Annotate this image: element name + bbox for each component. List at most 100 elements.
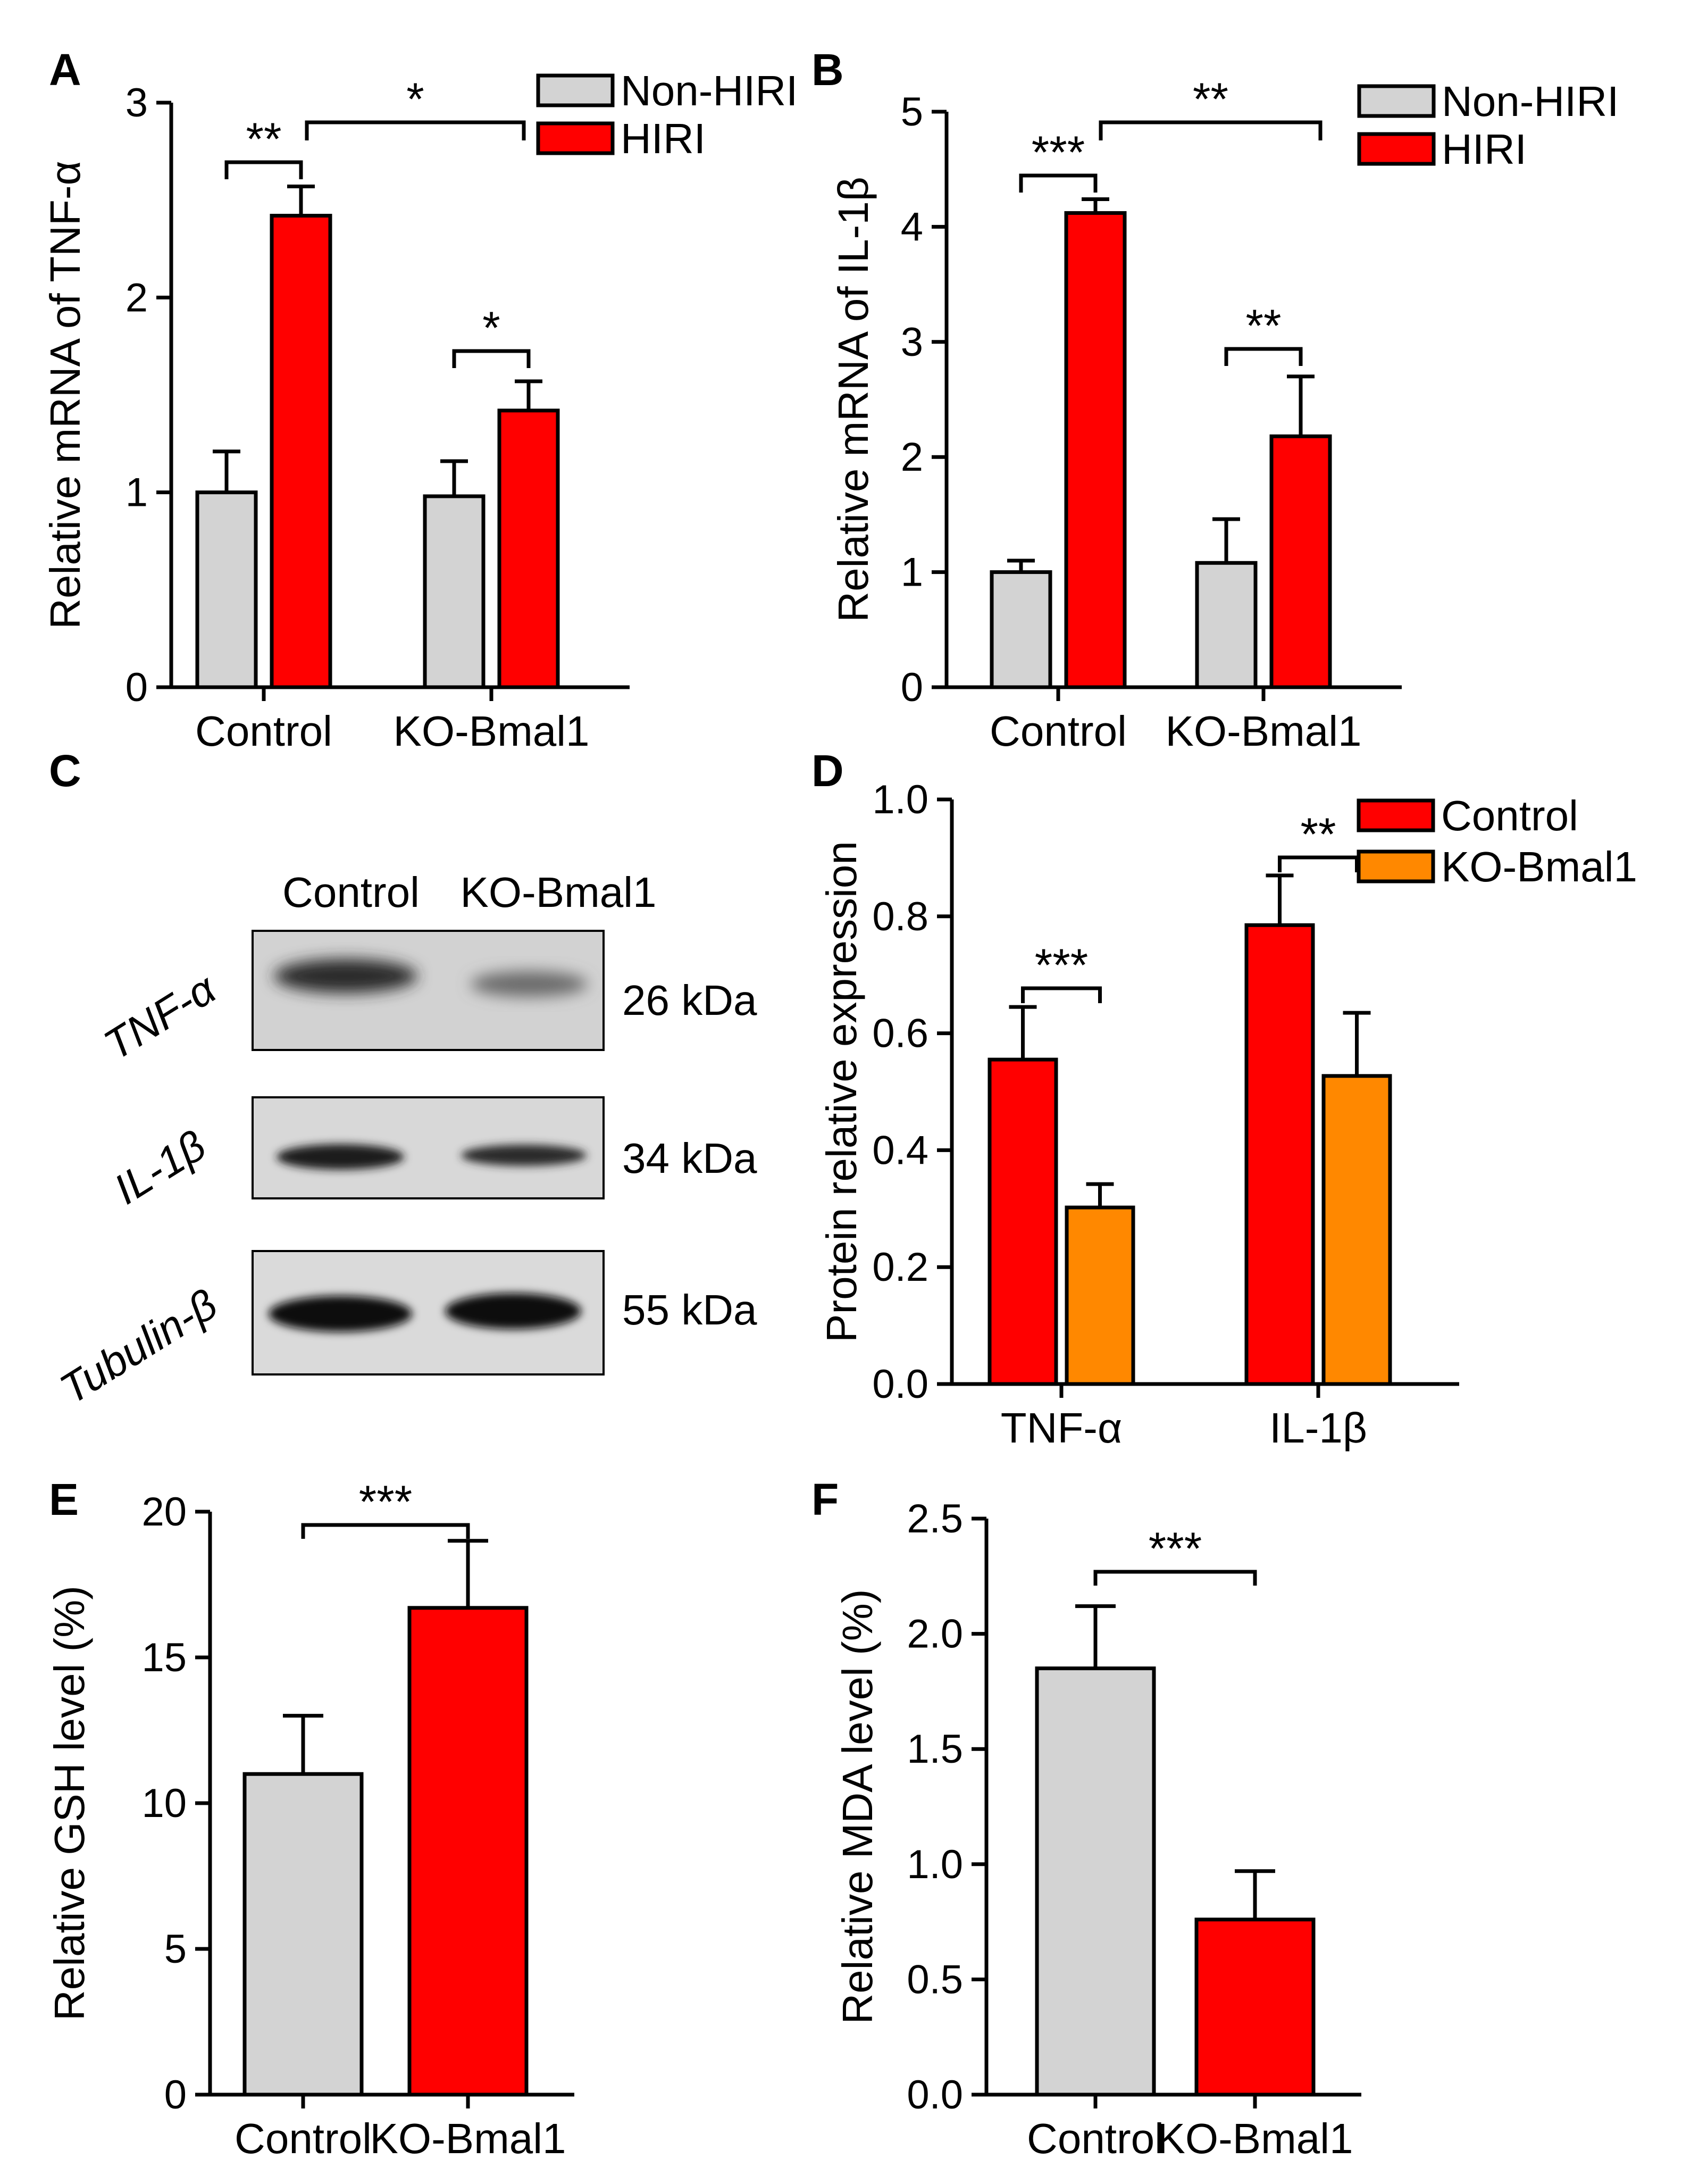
y-tick-label-b-3: 3 xyxy=(901,320,923,365)
y-tick-label-d-3: 0.6 xyxy=(872,1011,928,1056)
y-tick-label-d-1: 0.2 xyxy=(872,1245,928,1290)
blot-band-box-tnf xyxy=(252,930,605,1051)
bar-b-non-hiri-1 xyxy=(1195,561,1258,689)
legend-label-a-0: Non-HIRI xyxy=(621,67,798,114)
blot-row-label-il1b: IL-1β xyxy=(106,1121,214,1213)
y-tick-label-d-5: 1.0 xyxy=(872,777,928,822)
bar-d-control-0 xyxy=(987,1057,1058,1386)
significance-e-0-stars: *** xyxy=(359,1477,412,1528)
x-category-label-f-1: KO-Bmal1 xyxy=(1157,2115,1353,2162)
significance-a-0-stars: ** xyxy=(246,114,282,165)
panel-label-d: D xyxy=(811,746,844,796)
significance-a-1-bracket xyxy=(452,349,531,368)
y-axis-label-f: Relative MDA level (%) xyxy=(834,1589,881,2024)
x-category-label-e-0: Control xyxy=(235,2115,372,2162)
y-tick-label-f-3: 1.5 xyxy=(907,1727,963,1772)
blot-size-tubulin: 55 kDa xyxy=(622,1286,757,1333)
y-axis-label-e: Relative GSH level (%) xyxy=(46,1586,93,2021)
legend-label-d-0: Control xyxy=(1441,792,1578,839)
x-category-label-a-1: KO-Bmal1 xyxy=(394,707,590,755)
bar-a-non-hiri-0 xyxy=(195,490,258,689)
blot-size-tnf: 26 kDa xyxy=(622,977,757,1024)
panel-label-e: E xyxy=(49,1474,79,1524)
legend-label-d-1: KO-Bmal1 xyxy=(1441,843,1637,890)
bar-b-hiri-1 xyxy=(1269,434,1332,689)
significance-d-0-stars: *** xyxy=(1035,940,1088,991)
x-category-label-f-0: Control xyxy=(1027,2115,1164,2162)
bar-e-1 xyxy=(407,1606,529,2097)
y-tick-label-f-5: 2.5 xyxy=(907,1496,963,1541)
bar-b-non-hiri-0 xyxy=(990,570,1052,689)
bar-b-hiri-0 xyxy=(1064,211,1127,689)
significance-a-0-bracket xyxy=(224,160,303,179)
bar-d-ko-bmal1-0 xyxy=(1065,1205,1135,1386)
significance-b-0-stars: *** xyxy=(1032,127,1085,178)
y-tick-label-a-2: 2 xyxy=(125,275,148,320)
significance-d-1-stars: ** xyxy=(1301,809,1336,860)
chart-a-tnf-mrna: 0 1 2 3 Relative mRNA of TNF-α Control KO-Bmal… xyxy=(41,67,798,755)
blot-column-ko-bmal1: KO-Bmal1 xyxy=(461,869,657,916)
legend-label-a-1: HIRI xyxy=(621,115,706,162)
legend-label-b-0: Non-HIRI xyxy=(1442,78,1619,125)
y-tick-label-e-2: 10 xyxy=(141,1781,187,1826)
legend-swatch-b-1 xyxy=(1357,132,1436,166)
legend-swatch-a-1 xyxy=(536,121,615,155)
significance-b-0-bracket xyxy=(1019,173,1098,193)
y-tick-label-d-0: 0.0 xyxy=(872,1362,928,1407)
y-tick-label-b-4: 4 xyxy=(901,204,923,249)
panel-label-a: A xyxy=(49,45,81,95)
legend-label-b-1: HIRI xyxy=(1442,126,1527,173)
blot-column-control: Control xyxy=(282,869,420,916)
y-tick-label-f-1: 0.5 xyxy=(907,1957,963,2002)
x-category-label-b-0: Control xyxy=(990,707,1127,755)
y-tick-label-b-2: 2 xyxy=(901,435,923,480)
western-blot: Control KO-Bmal1 TNF-α IL-1β Tubulin-β 2… xyxy=(52,869,757,1413)
y-tick-label-b-5: 5 xyxy=(901,89,923,135)
x-category-label-b-1: KO-Bmal1 xyxy=(1166,707,1362,755)
y-tick-label-e-0: 0 xyxy=(164,2072,187,2118)
bar-a-hiri-1 xyxy=(497,409,560,689)
y-tick-label-f-0: 0.0 xyxy=(907,2072,963,2118)
y-tick-label-a-3: 3 xyxy=(125,80,148,126)
y-tick-label-e-1: 5 xyxy=(164,1927,187,1972)
y-tick-label-d-4: 0.8 xyxy=(872,894,928,939)
bar-f-1 xyxy=(1194,1918,1316,2097)
y-tick-label-e-3: 15 xyxy=(141,1635,187,1680)
y-tick-label-b-0: 0 xyxy=(901,665,923,710)
bar-a-non-hiri-1 xyxy=(423,494,486,689)
significance-a-2-stars: * xyxy=(406,74,424,125)
bar-d-ko-bmal1-1 xyxy=(1321,1074,1392,1386)
chart-f-mda-level: 0.0 0.5 1.0 1.5 2.0 2.5 Relative MDA level (%)… xyxy=(834,1496,1361,2162)
y-axis-label-d: Protein relative expression xyxy=(818,841,865,1343)
legend-swatch-d-1 xyxy=(1357,849,1435,883)
y-tick-label-f-4: 2.0 xyxy=(907,1612,963,1657)
y-tick-label-a-1: 1 xyxy=(125,470,148,515)
significance-a-2-bracket xyxy=(305,120,526,140)
bar-d-control-1 xyxy=(1244,923,1315,1386)
significance-f-0-stars: *** xyxy=(1149,1523,1202,1574)
chart-b-il1b-mrna: 0 1 2 3 4 5 Relative mRNA of IL-1β Control KO-Bm… xyxy=(830,74,1619,755)
chart-e-gsh-level: 0 5 10 15 20 Relative GSH level (%) ControlKO-… xyxy=(46,1477,574,2162)
significance-e-0-bracket xyxy=(301,1523,470,1539)
x-category-label-a-0: Control xyxy=(195,707,332,755)
significance-b-1-bracket xyxy=(1224,347,1303,366)
x-category-label-d-0: TNF-α xyxy=(1001,1404,1122,1452)
y-tick-label-e-4: 20 xyxy=(141,1489,187,1535)
y-tick-label-d-2: 0.4 xyxy=(872,1128,928,1173)
blot-row-label-tubulin: Tubulin-β xyxy=(52,1280,225,1413)
legend-swatch-b-0 xyxy=(1357,84,1436,118)
legend-swatch-d-0 xyxy=(1357,798,1435,832)
blot-row-label-tnf: TNF-α xyxy=(96,964,224,1069)
panel-label-f: F xyxy=(811,1474,839,1524)
significance-f-0-bracket xyxy=(1093,1570,1257,1586)
y-tick-label-b-1: 1 xyxy=(901,550,923,595)
bar-a-hiri-0 xyxy=(270,213,332,689)
x-category-label-d-1: IL-1β xyxy=(1269,1404,1367,1452)
y-tick-label-a-0: 0 xyxy=(125,665,148,710)
y-axis-label-b: Relative mRNA of IL-1β xyxy=(830,177,877,622)
panel-label-c: C xyxy=(49,746,81,796)
blot-size-il1b: 34 kDa xyxy=(622,1135,757,1182)
y-axis-label-a: Relative mRNA of TNF-α xyxy=(41,161,89,629)
significance-a-1-stars: * xyxy=(482,303,500,354)
